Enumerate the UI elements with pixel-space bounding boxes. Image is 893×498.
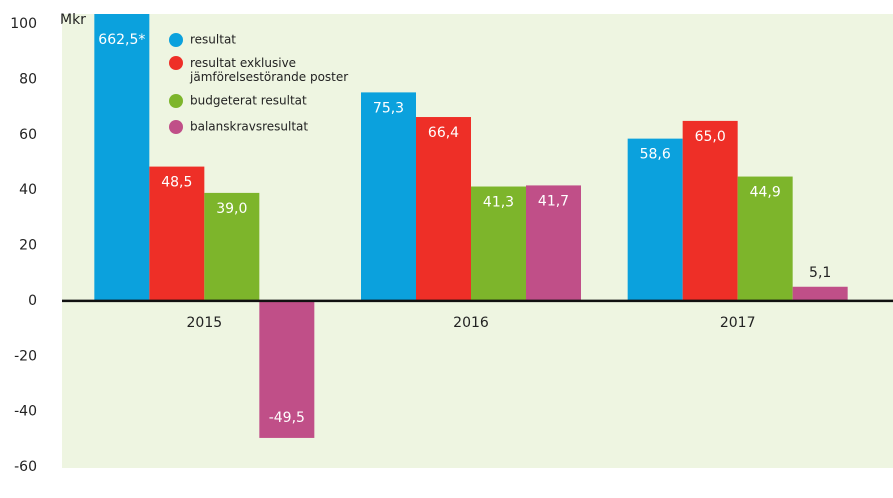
value-label: 66,4 [428, 125, 459, 141]
legend-label: budgeterat resultat [190, 94, 307, 108]
value-label: 44,9 [750, 185, 781, 201]
y-tick-label: 40 [19, 182, 37, 198]
value-label: 662,5* [98, 32, 145, 48]
legend-marker [169, 56, 183, 70]
y-tick-label: 100 [10, 16, 37, 32]
value-label: 41,7 [538, 193, 569, 209]
value-label: 75,3 [373, 100, 404, 116]
value-label: 58,6 [640, 147, 671, 163]
y-tick-label: 60 [19, 127, 37, 143]
value-label: 39,0 [216, 201, 247, 217]
bar [204, 192, 260, 301]
bar [471, 186, 526, 301]
legend-label: resultat [190, 33, 236, 47]
bar [361, 92, 416, 301]
bar [94, 14, 150, 301]
y-tick-label: 20 [19, 238, 37, 254]
y-tick-label: -60 [14, 459, 37, 475]
value-label: 65,0 [695, 129, 726, 145]
x-tick-label: 2016 [453, 315, 489, 331]
y-tick-label: 80 [19, 71, 37, 87]
bar [526, 185, 581, 301]
x-tick-label: 2017 [720, 315, 756, 331]
bar [416, 117, 471, 301]
legend-label: balanskravsresultat [190, 120, 308, 134]
legend-marker [169, 120, 183, 134]
value-label: 48,5 [161, 175, 192, 191]
legend-marker [169, 94, 183, 108]
y-tick-label: -20 [14, 348, 37, 364]
legend-marker [169, 33, 183, 47]
x-tick-label: 2015 [187, 315, 223, 331]
value-label: -49,5 [269, 410, 305, 426]
bars [94, 14, 848, 438]
y-tick-label: -40 [14, 404, 37, 420]
legend-label: resultat exklusive jämförelsestörande pos… [189, 56, 348, 84]
bar [792, 286, 848, 301]
y-axis-label: Mkr [60, 12, 86, 28]
bar [149, 166, 205, 301]
value-label: 5,1 [809, 265, 831, 281]
bar [627, 138, 683, 301]
bar [737, 176, 793, 301]
y-tick-label: 0 [28, 293, 37, 309]
value-label: 41,3 [483, 195, 514, 211]
bar [682, 120, 738, 301]
bar [259, 300, 315, 438]
